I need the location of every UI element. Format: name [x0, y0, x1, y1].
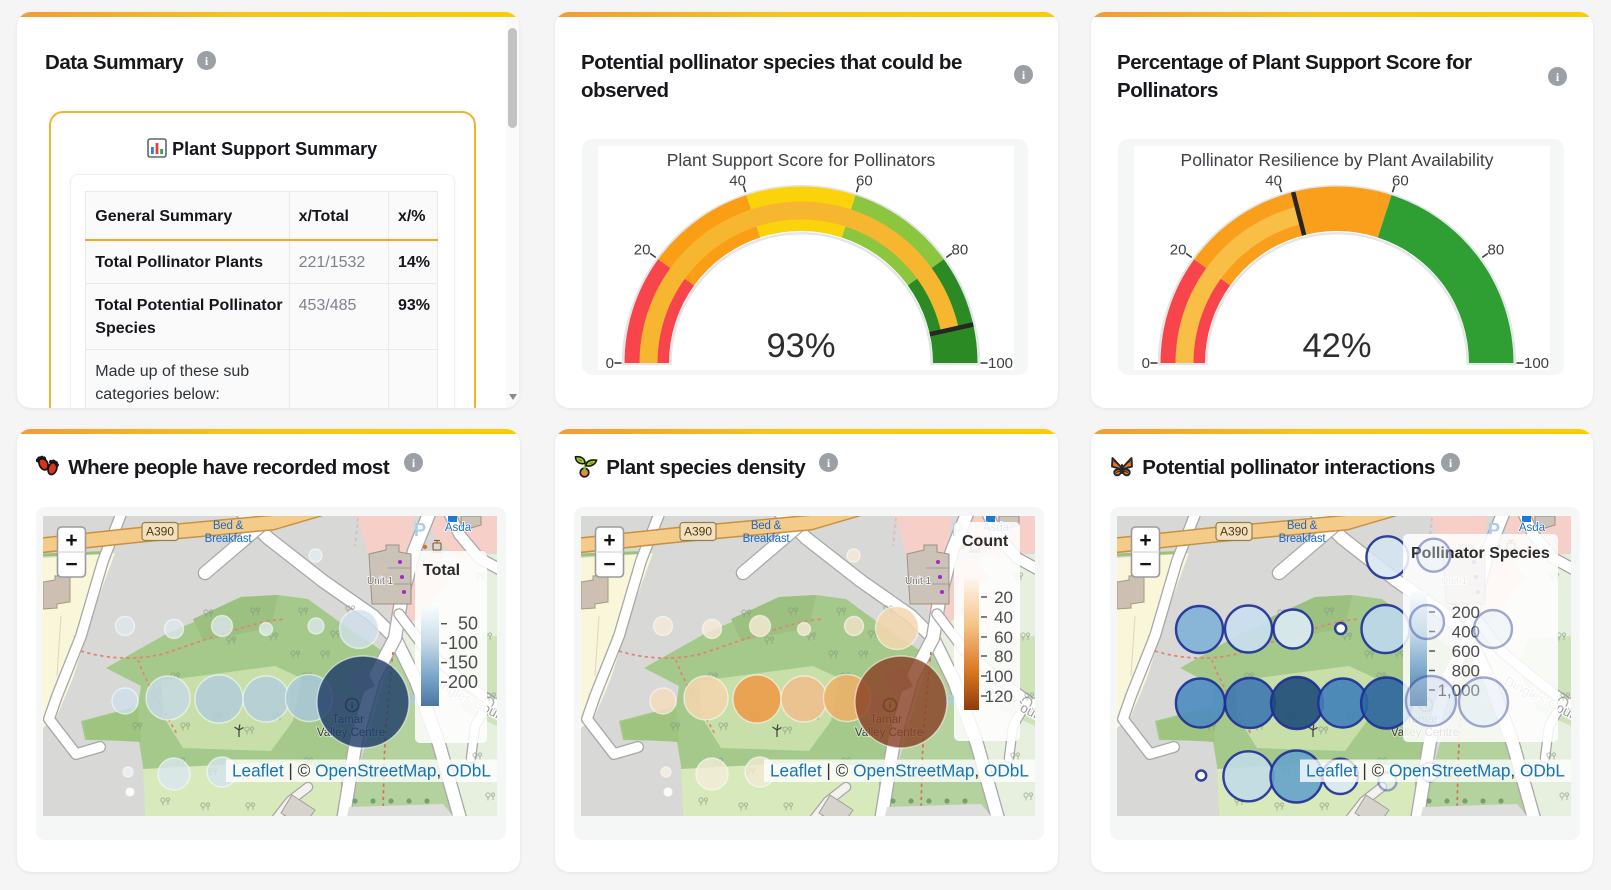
svg-text:120: 120: [985, 687, 1013, 706]
svg-text:Asda: Asda: [445, 522, 472, 534]
svg-text:Unit 1: Unit 1: [367, 576, 394, 587]
svg-text:100: 100: [448, 633, 478, 653]
svg-text:i: i: [412, 456, 416, 470]
svg-text:−: −: [1139, 553, 1151, 576]
svg-text:40: 40: [1265, 172, 1282, 189]
svg-text:400: 400: [1452, 623, 1480, 642]
svg-text:80: 80: [994, 647, 1013, 666]
svg-text:60: 60: [856, 172, 873, 189]
svg-text:50: 50: [458, 614, 478, 634]
svg-text:150: 150: [448, 653, 478, 673]
svg-text:i: i: [1556, 70, 1560, 84]
svg-text:Breakfast: Breakfast: [1279, 533, 1327, 545]
svg-text:600: 600: [1452, 642, 1480, 661]
svg-text:Pollinator Species: Pollinator Species: [1411, 545, 1550, 562]
svg-text:Leaflet | © OpenStreetMap, ODb: Leaflet | © OpenStreetMap, ODbL: [770, 761, 1029, 781]
svg-text:A390: A390: [146, 525, 174, 539]
svg-text:Plant Support Score for Pollin: Plant Support Score for Pollinators: [667, 150, 936, 170]
svg-text:Leaflet | © OpenStreetMap, ODb: Leaflet | © OpenStreetMap, ODbL: [232, 761, 491, 781]
svg-text:40: 40: [729, 172, 746, 189]
svg-text:60: 60: [994, 628, 1013, 647]
svg-text:Total: Total: [423, 562, 460, 579]
svg-text:100: 100: [1524, 355, 1549, 372]
svg-text:i: i: [1449, 456, 1453, 470]
svg-text:+: +: [65, 529, 77, 552]
svg-text:Leaflet | © OpenStreetMap, ODb: Leaflet | © OpenStreetMap, ODbL: [1306, 761, 1565, 781]
svg-text:20: 20: [1170, 242, 1187, 259]
svg-text:−: −: [65, 553, 77, 576]
svg-text:Breakfast: Breakfast: [205, 533, 253, 545]
svg-text:Asda: Asda: [1519, 522, 1546, 534]
svg-text:+: +: [1139, 529, 1151, 552]
svg-text:Unit 1: Unit 1: [905, 576, 932, 587]
svg-text:Count: Count: [962, 533, 1009, 550]
svg-text:60: 60: [1392, 172, 1409, 189]
svg-text:200: 200: [1452, 603, 1480, 622]
svg-text:i: i: [1022, 68, 1026, 82]
svg-text:−: −: [603, 553, 615, 576]
svg-text:20: 20: [634, 242, 651, 259]
svg-text:80: 80: [952, 242, 969, 259]
svg-text:P: P: [414, 520, 426, 540]
svg-text:A390: A390: [1220, 525, 1248, 539]
svg-text:800: 800: [1452, 662, 1480, 681]
svg-text:1,000: 1,000: [1437, 681, 1480, 700]
svg-text:Breakfast: Breakfast: [743, 533, 791, 545]
svg-text:40: 40: [994, 608, 1013, 627]
svg-text:80: 80: [1488, 242, 1505, 259]
svg-text:42%: 42%: [1302, 327, 1371, 365]
svg-text:Bed &: Bed &: [213, 520, 244, 532]
svg-text:93%: 93%: [766, 327, 835, 365]
svg-text:0: 0: [606, 355, 614, 372]
svg-text:Bed &: Bed &: [751, 520, 782, 532]
svg-text:A390: A390: [684, 525, 712, 539]
svg-text:+: +: [603, 529, 615, 552]
svg-text:100: 100: [985, 667, 1013, 686]
svg-text:i: i: [205, 54, 209, 68]
svg-text:Pollinator Resilience by Plant: Pollinator Resilience by Plant Availabil…: [1181, 150, 1494, 170]
svg-text:0: 0: [1142, 355, 1150, 372]
svg-text:100: 100: [988, 355, 1013, 372]
svg-text:i: i: [827, 456, 831, 470]
svg-text:Bed &: Bed &: [1287, 520, 1318, 532]
svg-text:200: 200: [448, 672, 478, 692]
svg-text:20: 20: [994, 588, 1013, 607]
